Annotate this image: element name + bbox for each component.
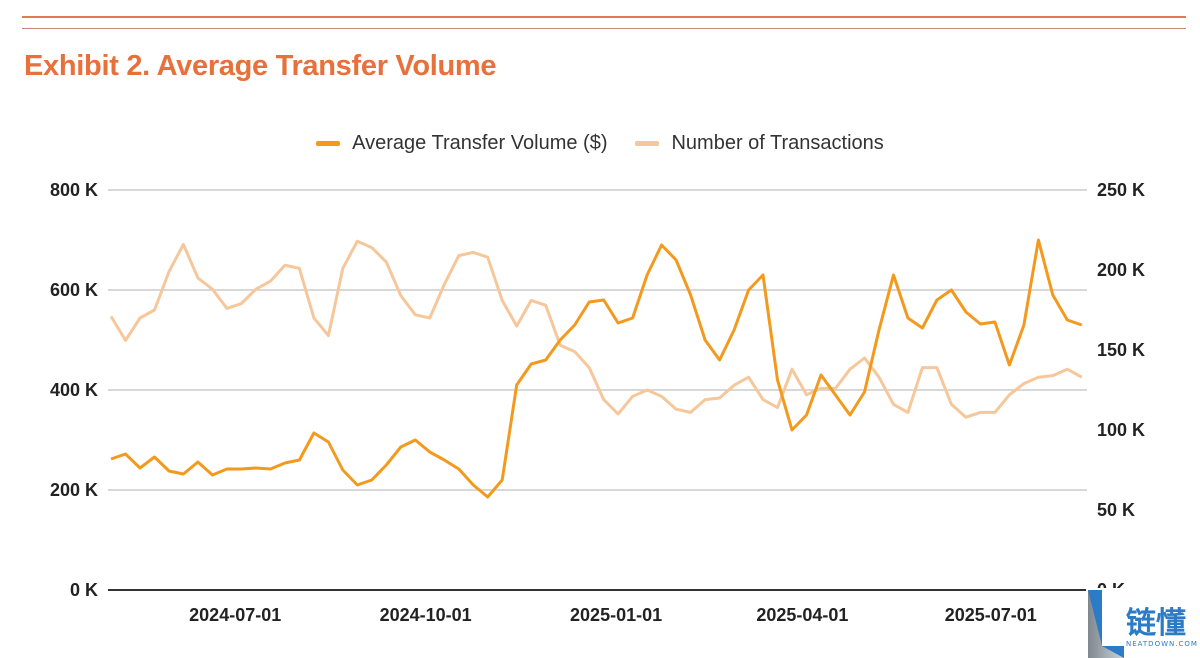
y-right-tick-label: 50 K [1097,500,1135,520]
watermark-subtext: NEATDOWN.COM [1126,640,1198,648]
legend-swatch-transactions [635,141,660,146]
x-tick-label: 2024-07-01 [189,605,281,625]
y-left-tick-label: 800 K [50,180,98,200]
watermark-logo: 链懂 NEATDOWN.COM [1086,588,1200,658]
y-right-tick-label: 250 K [1097,180,1145,200]
logo-l-icon [1088,590,1124,658]
legend-item-transactions[interactable]: Number of Transactions [635,132,884,155]
legend-swatch-volume [316,141,341,146]
y-left-tick-label: 200 K [50,480,98,500]
y-right-tick-label: 150 K [1097,340,1145,360]
legend-label-transactions: Number of Transactions [671,132,884,154]
y-right-tick-label: 200 K [1097,260,1145,280]
x-tick-label: 2025-01-01 [570,605,662,625]
legend-item-volume[interactable]: Average Transfer Volume ($) [316,132,607,155]
chart-title: Exhibit 2. Average Transfer Volume [24,50,497,82]
y-right-tick-label: 100 K [1097,420,1145,440]
legend-label-volume: Average Transfer Volume ($) [352,132,608,154]
y-left-tick-label: 600 K [50,280,98,300]
watermark-text: 链懂 [1126,606,1186,641]
top-rule-thick [22,16,1186,18]
x-tick-label: 2025-04-01 [756,605,848,625]
x-tick-label: 2024-10-01 [380,605,472,625]
legend: Average Transfer Volume ($) Number of Tr… [0,132,1200,155]
series-line-average-volume [110,238,1083,499]
y-left-tick-label: 0 K [70,580,98,600]
x-tick-label: 2025-07-01 [945,605,1037,625]
series-line-transactions [109,239,1083,419]
y-left-tick-label: 400 K [50,380,98,400]
top-rule-thin [22,28,1186,29]
